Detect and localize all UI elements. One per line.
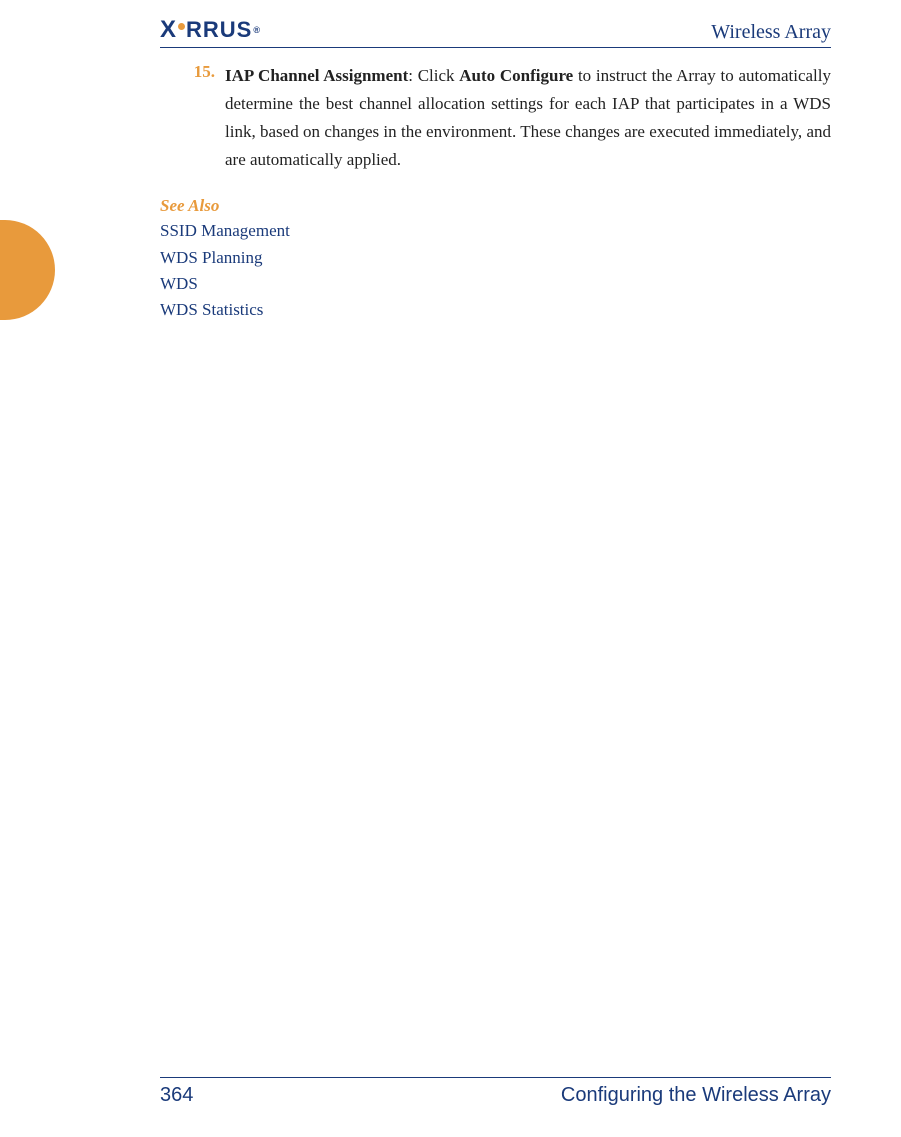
page-content: 15. IAP Channel Assignment: Click Auto C…: [160, 62, 831, 324]
page-footer: 364 Configuring the Wireless Array: [160, 1077, 831, 1107]
page-header: X RRUS® Wireless Array: [160, 18, 831, 48]
list-item-text: IAP Channel Assignment: Click Auto Confi…: [225, 62, 831, 174]
list-item-bold-lead: IAP Channel Assignment: [225, 66, 408, 85]
numbered-list-item: 15. IAP Channel Assignment: Click Auto C…: [160, 62, 831, 174]
list-item-separator: : Click: [408, 66, 459, 85]
logo-letters-rest: RRUS: [186, 17, 252, 43]
list-item-bold-inline: Auto Configure: [459, 66, 573, 85]
see-also-link-wds-statistics[interactable]: WDS Statistics: [160, 297, 831, 323]
page-number: 364: [160, 1084, 193, 1107]
see-also-link-ssid[interactable]: SSID Management: [160, 218, 831, 244]
see-also-link-wds-planning[interactable]: WDS Planning: [160, 245, 831, 271]
logo-letter-x: X: [160, 16, 177, 44]
header-title: Wireless Array: [711, 21, 831, 44]
see-also-heading: See Also: [160, 196, 831, 216]
list-item-number: 15.: [160, 62, 225, 174]
logo-text: X RRUS®: [160, 16, 261, 44]
logo-registered-icon: ®: [253, 25, 261, 35]
footer-section-title: Configuring the Wireless Array: [561, 1084, 831, 1107]
brand-logo: X RRUS®: [160, 16, 261, 44]
see-also-section: See Also SSID Management WDS Planning WD…: [160, 196, 831, 323]
see-also-link-wds[interactable]: WDS: [160, 271, 831, 297]
side-tab-decoration: [0, 220, 55, 320]
logo-dot-icon: [178, 23, 185, 30]
